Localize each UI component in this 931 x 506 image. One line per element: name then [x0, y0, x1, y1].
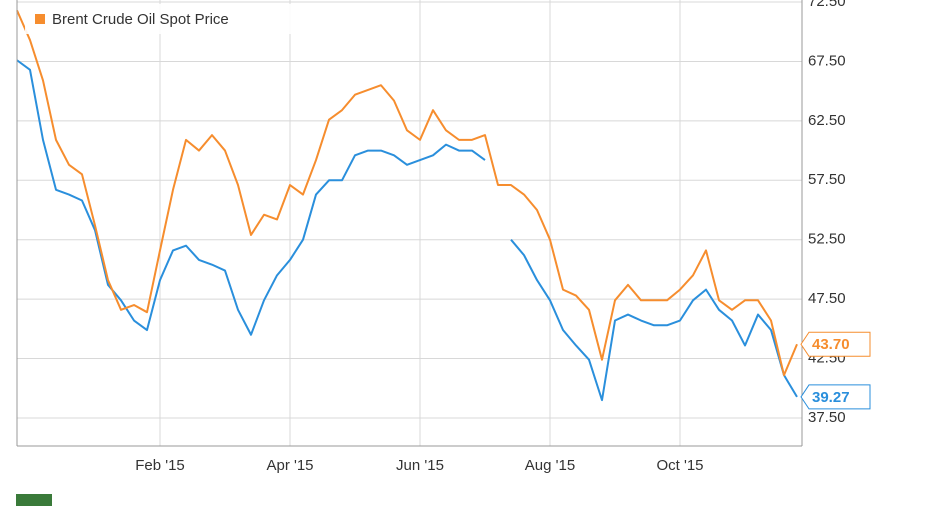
value-label: 43.70: [812, 336, 850, 353]
x-tick-label: Oct '15: [656, 457, 703, 474]
grid: [17, 0, 802, 446]
y-tick-label: 37.50: [808, 409, 846, 426]
y-tick-label: 72.50: [808, 0, 846, 10]
series-line: [16, 59, 798, 402]
x-tick-label: Aug '15: [525, 457, 575, 474]
value-label-box: [800, 384, 871, 410]
labels: 37.5042.5047.5052.5057.5062.5067.5072.50…: [25, 0, 871, 474]
lines: [16, 9, 798, 402]
logo: [16, 494, 52, 506]
value-label: 39.27: [812, 389, 850, 406]
y-tick-label: 47.50: [808, 290, 846, 307]
y-tick-label: 67.50: [808, 52, 846, 69]
legend-box: [25, 4, 299, 34]
value-label-box: [800, 331, 871, 357]
x-tick-label: Jun '15: [396, 457, 444, 474]
legend-swatch: [35, 14, 45, 24]
legend-label: Brent Crude Oil Spot Price: [52, 11, 229, 28]
x-tick-label: Feb '15: [135, 457, 185, 474]
y-tick-label: 52.50: [808, 231, 846, 248]
y-tick-label: 57.50: [808, 171, 846, 188]
x-tick-label: Apr '15: [266, 457, 313, 474]
series-line: [16, 9, 798, 377]
y-tick-label: 62.50: [808, 112, 846, 129]
